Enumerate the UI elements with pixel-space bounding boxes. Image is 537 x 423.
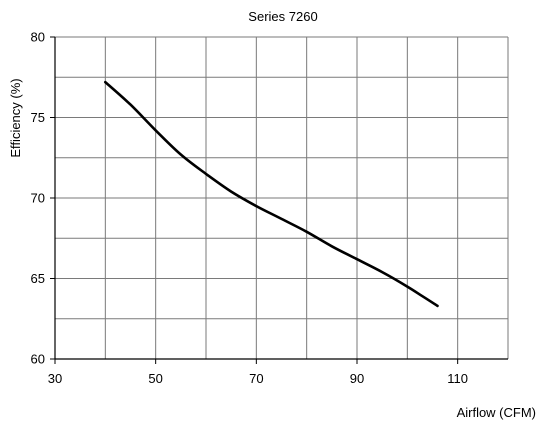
- y-tick-label: 70: [31, 191, 45, 206]
- x-tick-label: 70: [249, 371, 263, 386]
- y-axis-label: Efficiency (%): [8, 78, 23, 157]
- x-tick-label: 90: [350, 371, 364, 386]
- x-tick-label: 110: [447, 371, 468, 386]
- y-tick-label: 65: [31, 271, 45, 286]
- series-line: [104, 80, 439, 308]
- y-tick-label: 80: [31, 30, 45, 45]
- x-tick-label: 30: [48, 371, 62, 386]
- x-tick-label: 50: [148, 371, 162, 386]
- y-tick-label: 75: [31, 110, 45, 125]
- chart-title: Series 7260: [248, 9, 317, 24]
- series-lines: [104, 80, 439, 308]
- x-axis-label: Airflow (CFM): [457, 405, 536, 420]
- y-tick-label: 60: [31, 352, 45, 367]
- grid: [54, 36, 509, 360]
- tick-labels: 30 50 70 90 110 60 65 70 75 80: [31, 30, 469, 387]
